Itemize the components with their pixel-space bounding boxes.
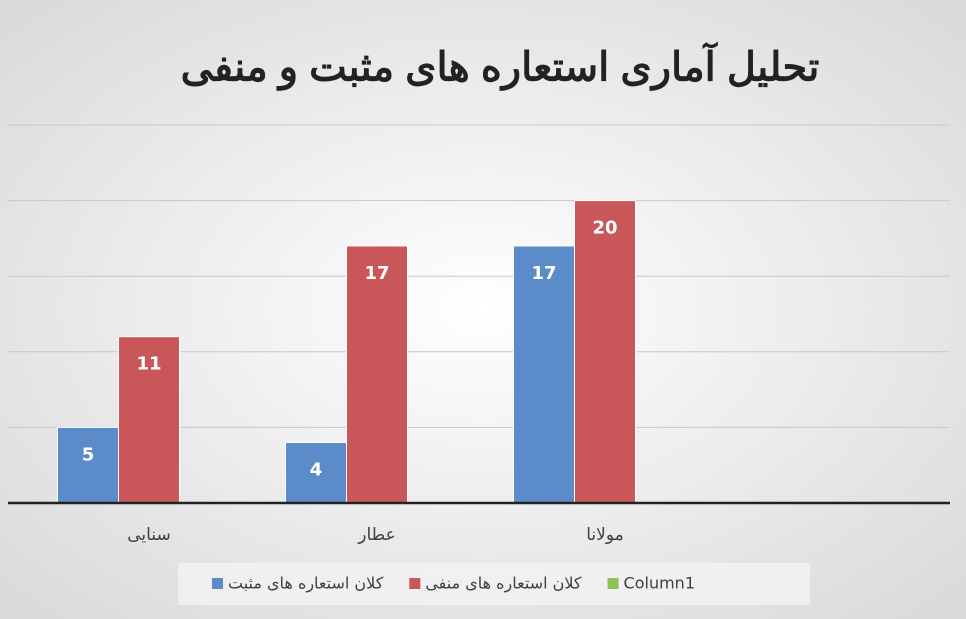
- bar: [57, 426, 119, 504]
- chart-title: تحلیل آماری استعاره های مثبت و منفی: [181, 41, 820, 92]
- x-tick-label: سنایی: [127, 525, 170, 545]
- bar: [574, 200, 636, 504]
- legend-swatch: [607, 578, 619, 589]
- x-tick-label: مولانا: [586, 525, 624, 545]
- data-label: 4: [310, 460, 323, 481]
- legend-box: [178, 563, 810, 605]
- bar: [118, 336, 180, 504]
- data-label: 17: [531, 263, 556, 284]
- legend-label: کلان استعاره های مثبت: [228, 574, 384, 594]
- legend-label: Column1: [624, 574, 695, 593]
- bar: [513, 245, 575, 504]
- x-tick-label: عطار: [357, 525, 395, 545]
- bar: [285, 442, 347, 504]
- data-label: 11: [136, 354, 161, 375]
- legend-swatch: [212, 578, 223, 589]
- bar: [346, 245, 408, 504]
- legend-swatch: [409, 578, 421, 589]
- data-label: 20: [592, 218, 617, 239]
- legend-label: کلان استعاره های منفی: [425, 574, 582, 594]
- data-label: 17: [364, 263, 389, 284]
- data-label: 5: [82, 444, 95, 465]
